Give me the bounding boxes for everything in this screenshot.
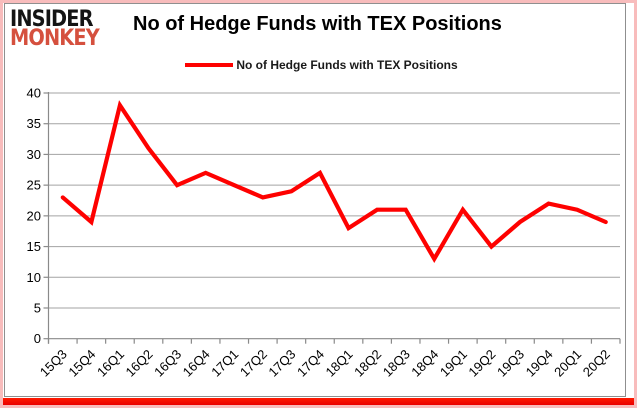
y-axis-tick-label: 25 xyxy=(27,178,41,193)
x-axis-tick-label: 15Q3 xyxy=(37,347,70,380)
x-axis-tick-label: 16Q3 xyxy=(151,347,184,380)
logo-text-monkey: MONKEY xyxy=(10,26,100,52)
legend-label: No of Hedge Funds with TEX Positions xyxy=(236,58,458,72)
x-axis-tick-label: 19Q3 xyxy=(494,347,527,380)
x-axis-tick-label: 17Q4 xyxy=(294,347,327,380)
x-axis-tick-label: 18Q1 xyxy=(323,347,356,380)
x-axis-tick-label: 18Q3 xyxy=(380,347,413,380)
x-axis-tick-label: 15Q4 xyxy=(65,347,98,380)
chart-frame xyxy=(4,3,626,397)
y-axis-tick-label: 15 xyxy=(27,239,41,254)
x-axis-tick-label: 20Q1 xyxy=(551,347,584,380)
x-axis-tick-label: 17Q1 xyxy=(208,347,241,380)
chart-title: No of Hedge Funds with TEX Positions xyxy=(133,13,502,35)
y-axis-tick-label: 30 xyxy=(27,147,41,162)
x-axis-tick-label: 17Q2 xyxy=(237,347,270,380)
legend-line-swatch-icon xyxy=(185,63,234,67)
x-axis-tick-label: 16Q4 xyxy=(180,347,213,380)
x-axis-tick-label: 19Q4 xyxy=(523,347,556,380)
x-axis-tick-label: 19Q2 xyxy=(465,347,498,380)
x-axis-tick-label: 18Q4 xyxy=(408,347,441,380)
y-axis-tick-label: 35 xyxy=(27,116,41,131)
x-axis-tick-label: 16Q1 xyxy=(94,347,127,380)
y-axis-tick-label: 40 xyxy=(27,86,41,101)
x-axis-tick-label: 17Q3 xyxy=(265,347,298,380)
y-axis-tick-label: 10 xyxy=(27,270,41,285)
bottom-red-bar xyxy=(3,398,634,405)
y-axis-tick-label: 20 xyxy=(27,208,41,223)
x-axis-tick-label: 16Q2 xyxy=(123,347,156,380)
x-axis-tick-label: 20Q2 xyxy=(580,347,613,380)
x-axis-tick-label: 18Q2 xyxy=(351,347,384,380)
insider-monkey-logo: INSIDER MONKEY xyxy=(10,7,111,52)
y-axis-tick-label: 5 xyxy=(34,300,41,315)
data-series-line xyxy=(60,100,608,264)
x-axis-tick-label: 19Q1 xyxy=(437,347,470,380)
y-axis-tick-label: 0 xyxy=(34,331,41,346)
line-chart-plot-area: 0 5 10 15 20 25 30 35 40 15Q315Q416Q116Q216Q316Q4… xyxy=(27,86,621,380)
logo-text-insider: INSIDER xyxy=(10,7,93,32)
chart-legend: No of Hedge Funds with TEX Positions xyxy=(3,58,634,72)
